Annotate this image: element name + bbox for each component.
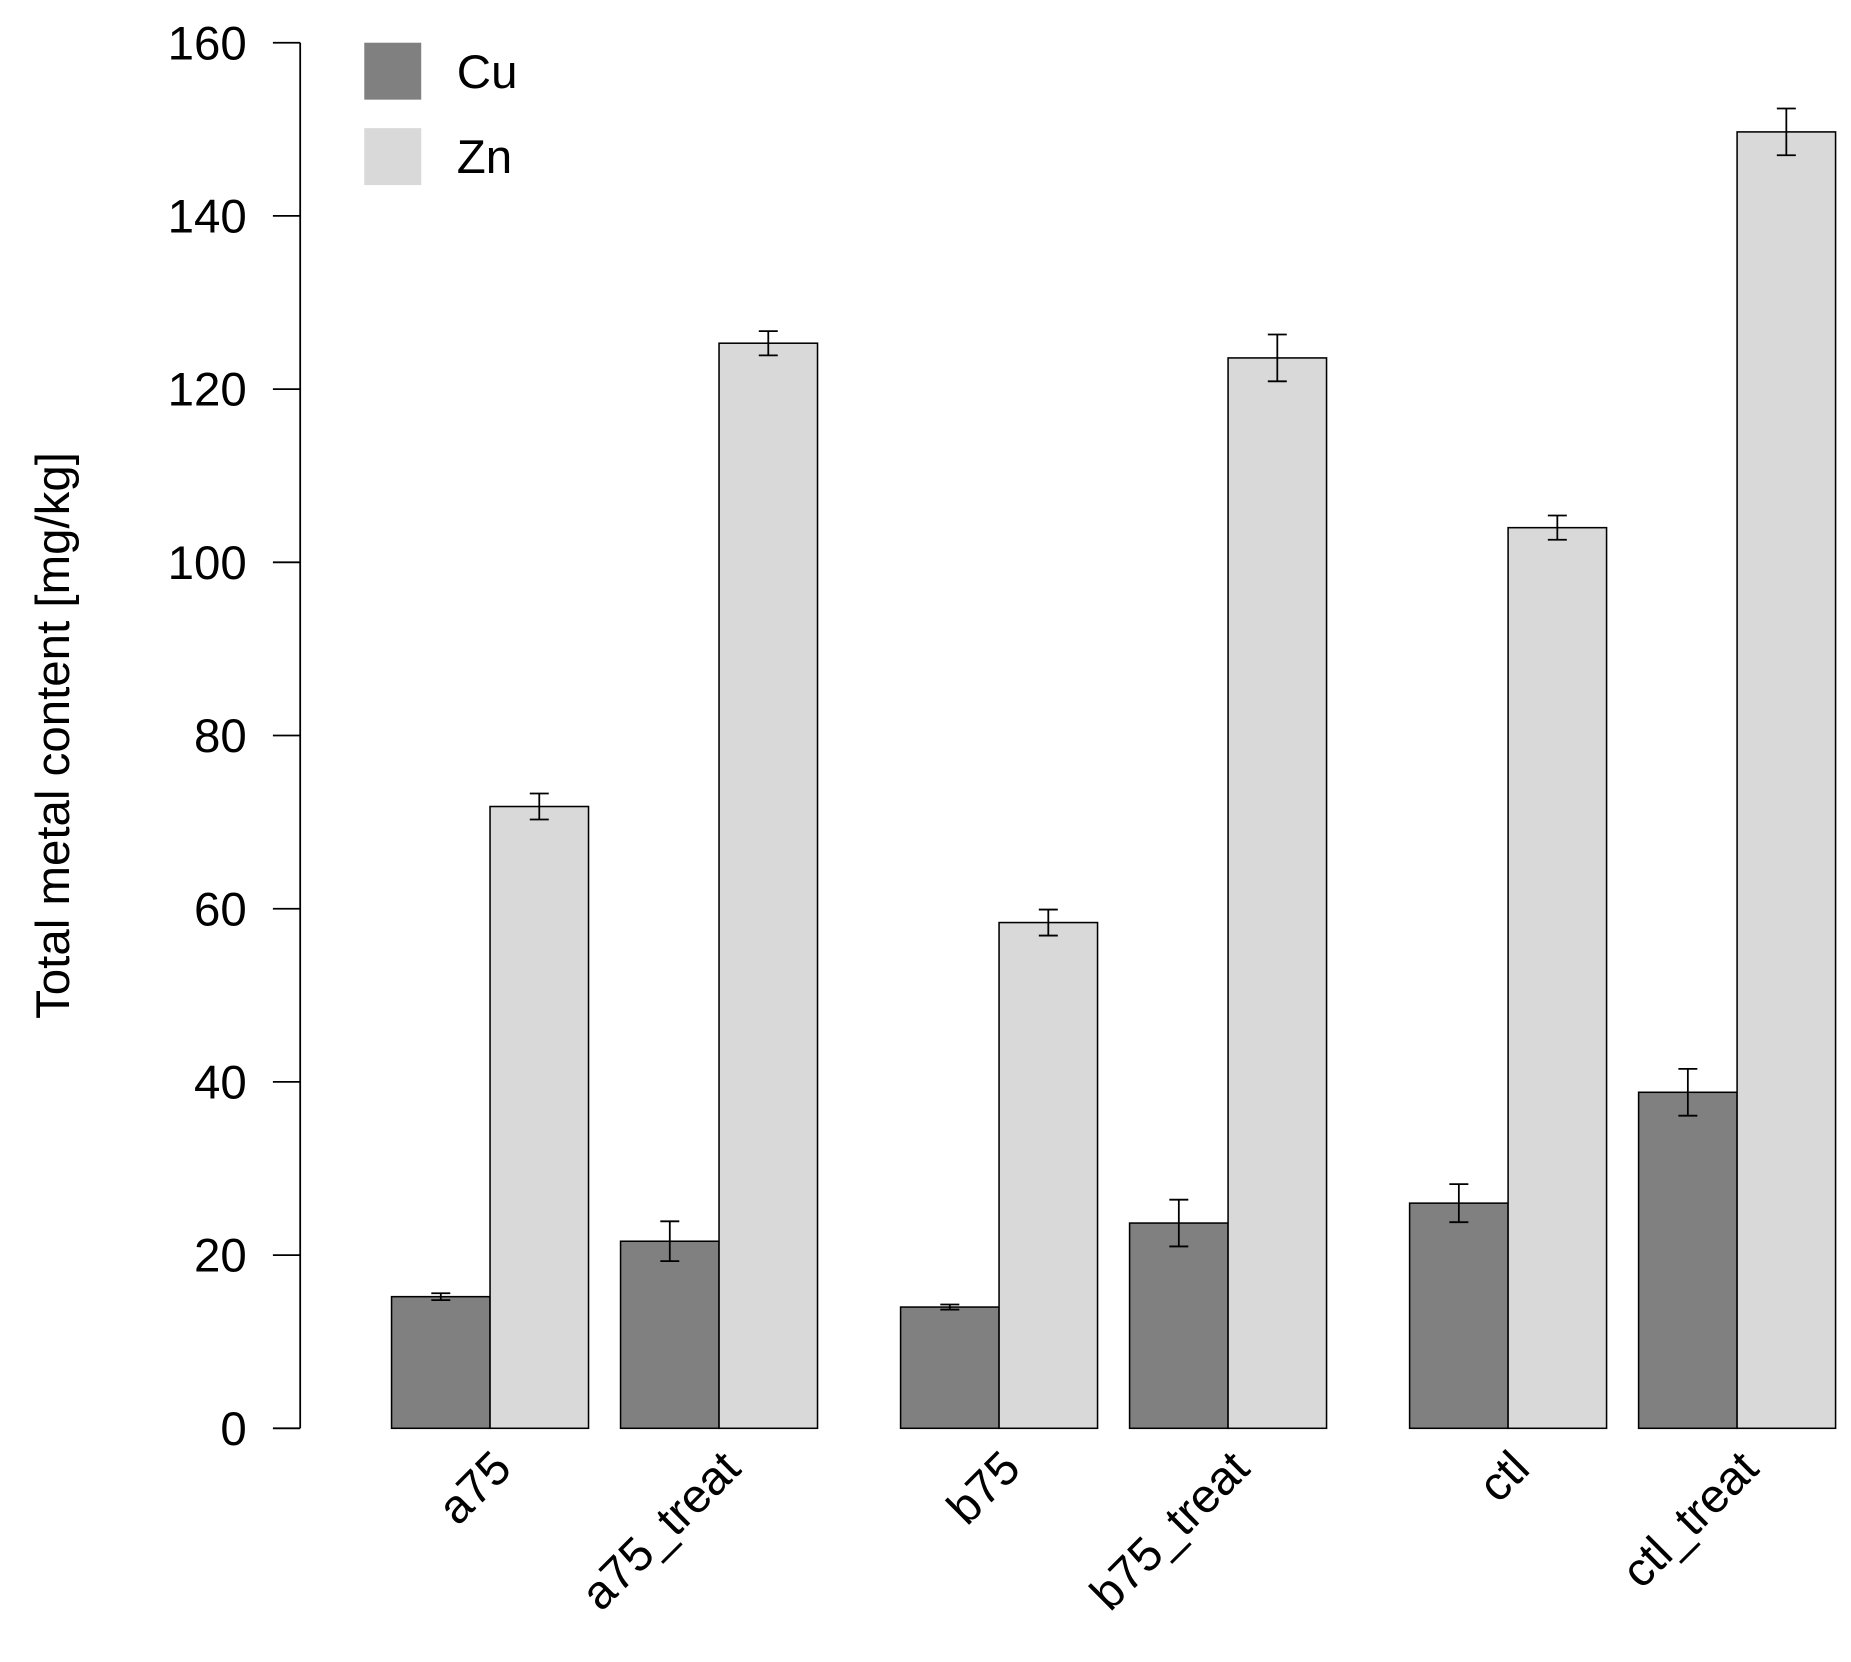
y-axis: 0 20 40 60 80 100 120 140 160 bbox=[168, 17, 302, 1456]
y-tick-label: 20 bbox=[194, 1230, 247, 1283]
bar-zn-b75 bbox=[998, 921, 1099, 1430]
bar-cu-a75 bbox=[390, 1295, 491, 1430]
legend-label-cu: Cu bbox=[457, 46, 518, 99]
x-tick-label: ctl_treat bbox=[1612, 1441, 1769, 1598]
x-tick-label: a75 bbox=[428, 1441, 521, 1534]
bar-cu-ctl bbox=[1408, 1202, 1509, 1430]
y-tick-label: 60 bbox=[194, 883, 247, 936]
y-tick-label: 100 bbox=[168, 537, 247, 590]
bar-cu-a75_treat bbox=[619, 1240, 720, 1430]
y-tick-label: 120 bbox=[168, 364, 247, 417]
bar-zn-ctl bbox=[1507, 526, 1608, 1430]
bar-cu-b75 bbox=[899, 1306, 1000, 1430]
y-tick-label: 0 bbox=[220, 1403, 246, 1456]
y-tick-label: 40 bbox=[194, 1057, 247, 1110]
legend-swatch-zn bbox=[364, 128, 422, 186]
legend-label-zn: Zn bbox=[457, 131, 512, 184]
bar-zn-b75_treat bbox=[1227, 357, 1328, 1430]
bar-zn-ctl_treat bbox=[1736, 131, 1837, 1430]
legend: Cu Zn bbox=[364, 42, 518, 186]
x-tick-label: b75 bbox=[937, 1441, 1030, 1534]
bar-cu-ctl_treat bbox=[1637, 1091, 1738, 1430]
legend-swatch-cu bbox=[364, 42, 422, 100]
y-axis-label: Total metal content [mg/kg] bbox=[27, 452, 80, 1019]
x-tick-label: ctl bbox=[1469, 1441, 1540, 1512]
x-tick-labels: a75 a75_treat b75 b75_treat ctl ctl_treat bbox=[428, 1441, 1769, 1620]
x-tick-label: b75_treat bbox=[1080, 1441, 1259, 1620]
bars bbox=[390, 107, 1837, 1430]
bar-cu-b75_treat bbox=[1128, 1222, 1229, 1430]
bar-zn-a75_treat bbox=[718, 342, 819, 1430]
y-tick-label: 80 bbox=[194, 710, 247, 763]
y-tick-label: 140 bbox=[168, 191, 247, 244]
bar-zn-a75 bbox=[489, 805, 590, 1430]
x-tick-label: a75_treat bbox=[571, 1441, 750, 1620]
y-tick-label: 160 bbox=[168, 17, 247, 70]
